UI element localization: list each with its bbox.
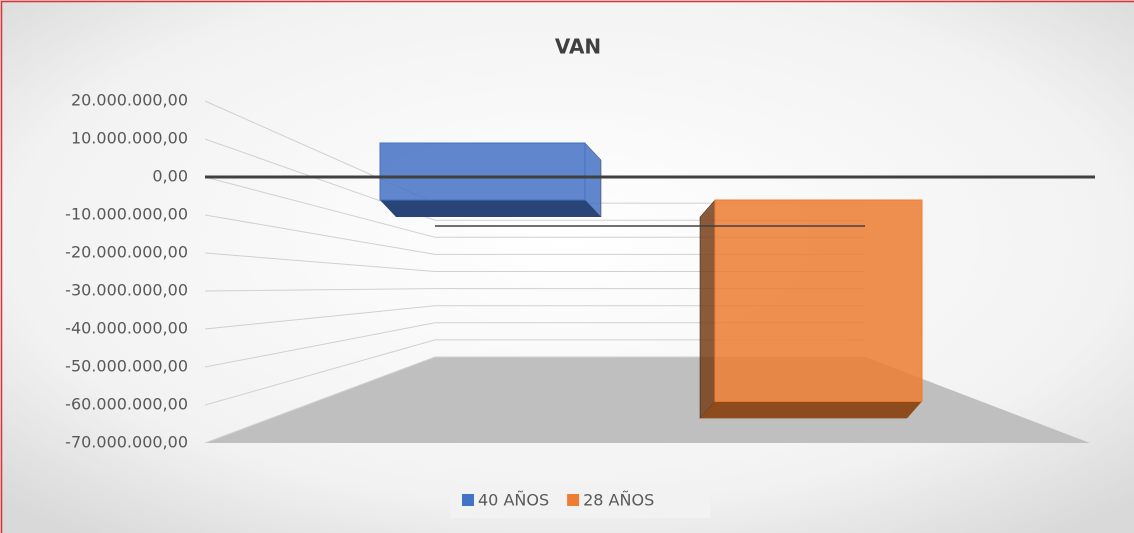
y-tick-label: -20.000.000,00 [65,243,188,262]
bar-front [714,199,923,402]
y-tick-label: -10.000.000,00 [65,205,188,224]
chart-title: VAN [555,35,601,59]
legend-swatch [462,494,474,506]
plot [204,100,1095,444]
bar-front [379,142,586,201]
legend-items: 40 AÑOS 28 AÑOS [462,491,654,510]
y-tick-label: -30.000.000,00 [65,281,188,300]
bar-bottom [380,200,601,217]
y-tick-label: 10.000.000,00 [71,129,188,148]
y-tick-label: -60.000.000,00 [65,395,188,414]
y-tick-label: -50.000.000,00 [65,357,188,376]
legend-label: 28 AÑOS [583,491,654,510]
legend-label: 40 AÑOS [478,491,549,510]
y-tick-label: -40.000.000,00 [65,319,188,338]
legend [450,484,710,518]
y-tick-label: -70.000.000,00 [65,433,188,452]
bar [379,142,602,218]
bar [699,199,923,420]
legend-swatch [567,494,580,506]
y-tick-label: 0,00 [152,167,188,186]
y-tick-label: 20.000.000,00 [71,91,188,110]
bar-side [699,199,716,420]
bar-bottom [700,401,922,419]
